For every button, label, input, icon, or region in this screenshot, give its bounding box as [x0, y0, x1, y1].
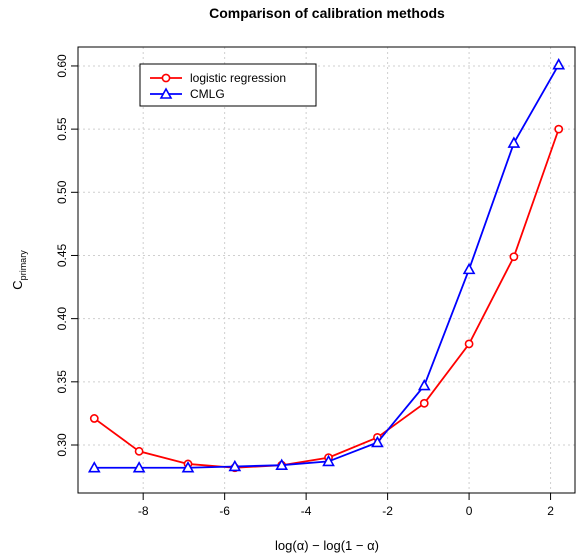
data-point	[552, 58, 566, 70]
y-axis-label-group: Cprimary	[10, 250, 28, 290]
data-point	[322, 454, 335, 467]
y-axis-label-main: C	[10, 280, 25, 289]
x-tick-label: -8	[138, 504, 149, 518]
x-tick-label: 0	[466, 504, 473, 518]
data-point	[132, 461, 146, 473]
y-axis-label: Cprimary	[10, 250, 28, 290]
data-point	[419, 398, 429, 408]
y-tick-label: 0.50	[55, 180, 69, 204]
series-line	[93, 128, 560, 469]
data-point	[228, 459, 242, 472]
x-tick-label: -4	[301, 504, 312, 518]
y-tick-label: 0.55	[55, 117, 69, 141]
y-tick-label: 0.60	[55, 54, 69, 78]
y-tick-label: 0.30	[55, 433, 69, 457]
y-tick-label: 0.40	[55, 307, 69, 331]
series-triangle	[87, 58, 566, 473]
data-point	[417, 378, 431, 391]
series-circle	[89, 124, 564, 473]
y-axis-label-subscript: primary	[18, 250, 28, 281]
data-point	[554, 124, 564, 134]
chart-title: Comparison of calibration methods	[209, 5, 445, 21]
x-axis-label: log(α) − log(1 − α)	[275, 538, 379, 553]
x-tick-label: -2	[382, 504, 393, 518]
legend-marker	[161, 73, 171, 83]
data-point	[134, 446, 144, 456]
legend-marker	[159, 87, 173, 99]
legend: logistic regression CMLG	[139, 63, 317, 107]
legend-label: logistic regression	[190, 71, 286, 85]
y-tick-label: 0.45	[55, 243, 69, 267]
x-tick-label: 2	[547, 504, 554, 518]
series-layer	[87, 58, 566, 473]
plot-frame	[77, 46, 576, 494]
x-tick-label: -6	[219, 504, 230, 518]
data-point	[275, 458, 289, 471]
legend-box	[139, 63, 317, 107]
data-point	[464, 339, 474, 349]
series-line	[94, 64, 560, 469]
data-point	[507, 136, 521, 148]
legend-label: CMLG	[190, 87, 225, 101]
data-point	[181, 461, 195, 473]
x-axis: -8 -6 -4 -2 0 2	[138, 493, 554, 518]
grid	[78, 47, 575, 493]
data-point	[462, 262, 476, 275]
y-tick-label: 0.35	[55, 370, 69, 394]
data-point	[509, 252, 519, 262]
data-point	[87, 461, 101, 473]
data-point	[89, 414, 99, 423]
data-point	[371, 435, 384, 448]
y-axis: 0.30 0.35 0.40 0.45 0.50 0.55 0.60	[55, 54, 78, 457]
